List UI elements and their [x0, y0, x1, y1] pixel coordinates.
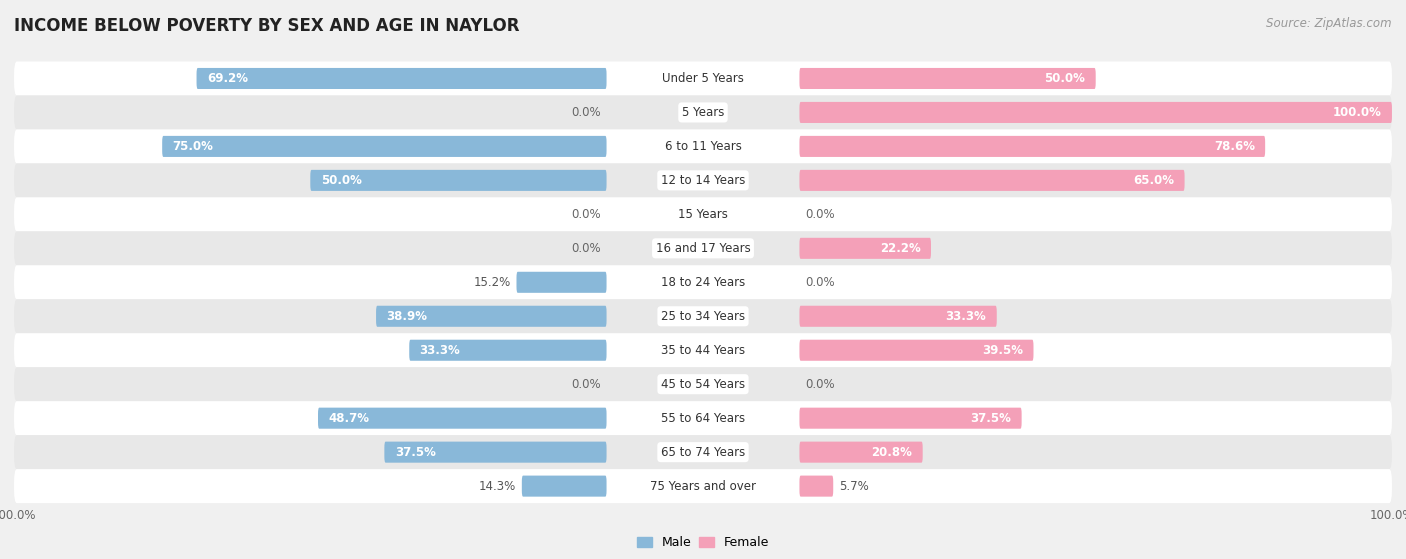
Text: 35 to 44 Years: 35 to 44 Years [661, 344, 745, 357]
Text: 55 to 64 Years: 55 to 64 Years [661, 411, 745, 425]
Text: 16 and 17 Years: 16 and 17 Years [655, 242, 751, 255]
FancyBboxPatch shape [800, 68, 1095, 89]
Text: 0.0%: 0.0% [806, 378, 835, 391]
FancyBboxPatch shape [14, 163, 1392, 197]
Text: 37.5%: 37.5% [970, 411, 1011, 425]
Text: 22.2%: 22.2% [880, 242, 921, 255]
FancyBboxPatch shape [14, 197, 1392, 231]
Text: 75 Years and over: 75 Years and over [650, 480, 756, 492]
FancyBboxPatch shape [384, 442, 606, 463]
Text: 25 to 34 Years: 25 to 34 Years [661, 310, 745, 323]
FancyBboxPatch shape [800, 340, 1033, 361]
Text: 78.6%: 78.6% [1213, 140, 1254, 153]
Text: 0.0%: 0.0% [571, 378, 600, 391]
Text: 20.8%: 20.8% [872, 446, 912, 458]
Text: 65.0%: 65.0% [1133, 174, 1174, 187]
FancyBboxPatch shape [800, 476, 834, 496]
FancyBboxPatch shape [800, 238, 931, 259]
FancyBboxPatch shape [800, 306, 997, 327]
Text: Source: ZipAtlas.com: Source: ZipAtlas.com [1267, 17, 1392, 30]
Text: 65 to 74 Years: 65 to 74 Years [661, 446, 745, 458]
FancyBboxPatch shape [409, 340, 606, 361]
FancyBboxPatch shape [318, 408, 606, 429]
Text: 37.5%: 37.5% [395, 446, 436, 458]
FancyBboxPatch shape [162, 136, 606, 157]
FancyBboxPatch shape [14, 401, 1392, 435]
FancyBboxPatch shape [14, 61, 1392, 96]
Text: 33.3%: 33.3% [419, 344, 460, 357]
Text: Under 5 Years: Under 5 Years [662, 72, 744, 85]
FancyBboxPatch shape [800, 442, 922, 463]
Text: 14.3%: 14.3% [479, 480, 516, 492]
FancyBboxPatch shape [14, 469, 1392, 503]
Legend: Male, Female: Male, Female [631, 531, 775, 555]
FancyBboxPatch shape [311, 170, 606, 191]
Text: 39.5%: 39.5% [983, 344, 1024, 357]
FancyBboxPatch shape [800, 170, 1185, 191]
Text: 45 to 54 Years: 45 to 54 Years [661, 378, 745, 391]
Text: 5 Years: 5 Years [682, 106, 724, 119]
Text: 15 Years: 15 Years [678, 208, 728, 221]
Text: 33.3%: 33.3% [946, 310, 987, 323]
Text: 12 to 14 Years: 12 to 14 Years [661, 174, 745, 187]
Text: 18 to 24 Years: 18 to 24 Years [661, 276, 745, 289]
Text: 50.0%: 50.0% [1045, 72, 1085, 85]
Text: INCOME BELOW POVERTY BY SEX AND AGE IN NAYLOR: INCOME BELOW POVERTY BY SEX AND AGE IN N… [14, 17, 520, 35]
Text: 100.0%: 100.0% [1333, 106, 1382, 119]
Text: 6 to 11 Years: 6 to 11 Years [665, 140, 741, 153]
Text: 75.0%: 75.0% [173, 140, 214, 153]
FancyBboxPatch shape [522, 476, 606, 496]
Text: 38.9%: 38.9% [387, 310, 427, 323]
FancyBboxPatch shape [197, 68, 606, 89]
Text: 48.7%: 48.7% [329, 411, 370, 425]
Text: 50.0%: 50.0% [321, 174, 361, 187]
Text: 15.2%: 15.2% [474, 276, 510, 289]
FancyBboxPatch shape [14, 367, 1392, 401]
FancyBboxPatch shape [375, 306, 606, 327]
FancyBboxPatch shape [14, 266, 1392, 299]
FancyBboxPatch shape [516, 272, 606, 293]
Text: 0.0%: 0.0% [571, 242, 600, 255]
Text: 69.2%: 69.2% [207, 72, 247, 85]
Text: 0.0%: 0.0% [571, 106, 600, 119]
FancyBboxPatch shape [14, 435, 1392, 469]
Text: 0.0%: 0.0% [806, 276, 835, 289]
Text: 0.0%: 0.0% [806, 208, 835, 221]
Text: 5.7%: 5.7% [839, 480, 869, 492]
FancyBboxPatch shape [800, 102, 1392, 123]
FancyBboxPatch shape [14, 299, 1392, 333]
FancyBboxPatch shape [14, 333, 1392, 367]
FancyBboxPatch shape [800, 136, 1265, 157]
FancyBboxPatch shape [14, 231, 1392, 266]
Text: 0.0%: 0.0% [571, 208, 600, 221]
FancyBboxPatch shape [14, 96, 1392, 130]
FancyBboxPatch shape [14, 130, 1392, 163]
FancyBboxPatch shape [800, 408, 1022, 429]
